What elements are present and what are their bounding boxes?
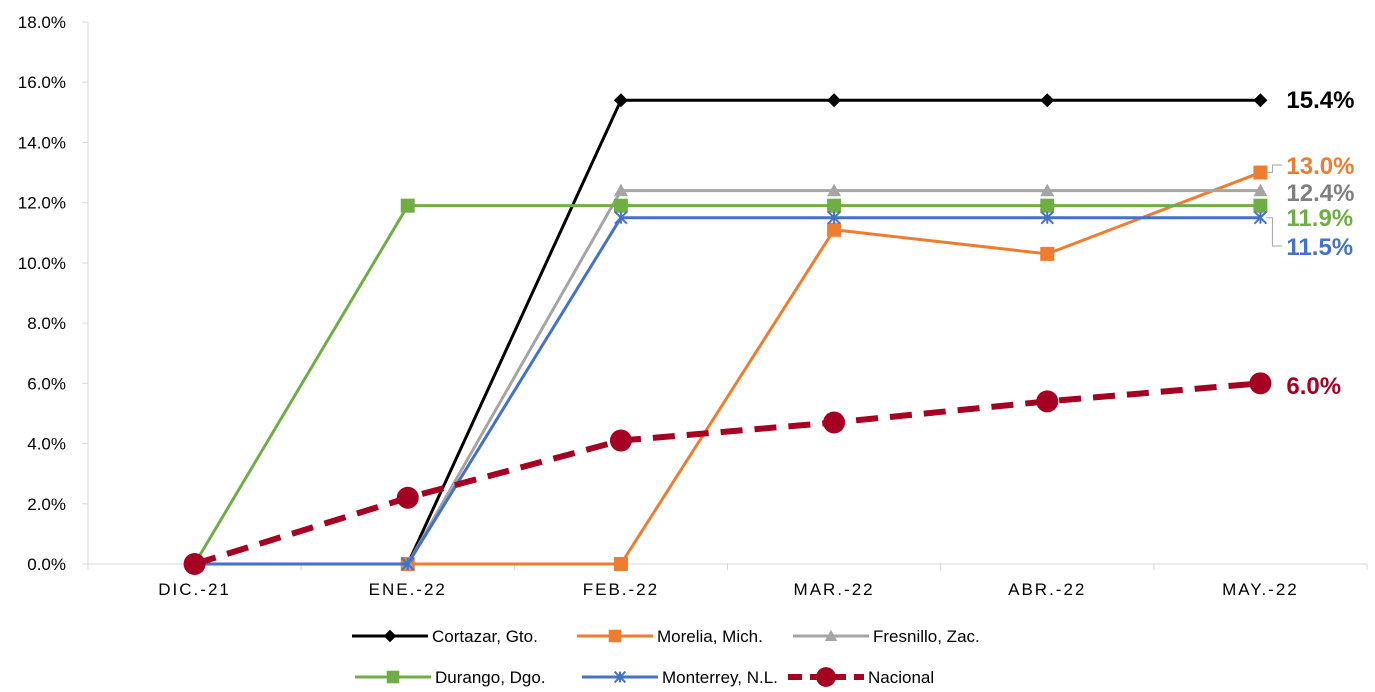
y-tick-label: 0.0% xyxy=(27,555,66,574)
y-tick-label: 6.0% xyxy=(27,374,66,393)
axes: 0.0% 2.0% 4.0% 6.0% 8.0% 10.0% 12.0% 14.0% 16.0%… xyxy=(18,13,1368,599)
legend-item: Fresnillo, Zac. xyxy=(793,627,980,646)
data-point xyxy=(827,183,842,197)
legend-item: Cortazar, Gto. xyxy=(352,627,538,646)
y-tick-label: 8.0% xyxy=(27,314,66,333)
legend-item: Monterrey, N.L. xyxy=(582,668,778,687)
legend-swatch-marker xyxy=(816,667,836,687)
data-point xyxy=(1253,183,1268,197)
end-label: 11.9% xyxy=(1286,205,1353,232)
data-point xyxy=(1253,198,1268,213)
data-point xyxy=(1249,372,1272,395)
y-tick-label: 2.0% xyxy=(27,495,66,514)
series-line xyxy=(193,380,1261,567)
data-point xyxy=(613,93,628,108)
end-label: 12.4% xyxy=(1286,180,1354,207)
y-tick-label: 10.0% xyxy=(18,254,66,273)
data-point xyxy=(1253,211,1268,225)
series-fresnillo-zac xyxy=(400,183,1268,570)
legend-item: Nacional xyxy=(788,667,934,687)
x-tick-label: MAY.-22 xyxy=(1222,580,1299,599)
series-line xyxy=(406,189,1261,565)
data-point xyxy=(1040,198,1055,213)
series-cortazar-gto xyxy=(400,93,1268,571)
y-tick-label: 12.0% xyxy=(18,194,66,213)
end-label: 6.0% xyxy=(1286,373,1341,400)
data-point xyxy=(1036,390,1059,413)
y-tick-label: 18.0% xyxy=(18,13,66,32)
data-point xyxy=(1040,246,1055,261)
legend-swatch-marker xyxy=(386,670,400,684)
legend-label: Nacional xyxy=(868,668,934,687)
end-label: 15.4% xyxy=(1286,87,1354,114)
data-point xyxy=(401,557,415,571)
data-point xyxy=(609,429,632,452)
data-point xyxy=(613,198,628,213)
legend-swatch-marker xyxy=(608,629,622,643)
end-label: 13.0% xyxy=(1286,153,1354,180)
legend-swatch-marker xyxy=(613,670,627,684)
data-point xyxy=(827,211,841,225)
series-line xyxy=(194,216,1261,566)
x-tick-label: DIC.-21 xyxy=(158,580,231,599)
series-durango-dgo xyxy=(187,198,1268,571)
x-tick-label: ENE.-22 xyxy=(369,580,447,599)
data-point xyxy=(827,222,842,237)
data-point xyxy=(1040,183,1055,197)
data-point xyxy=(613,183,628,197)
series-monterrey-n-l xyxy=(187,211,1268,571)
leader-line xyxy=(1266,217,1283,247)
legend-label: Monterrey, N.L. xyxy=(662,668,778,687)
series-line xyxy=(406,98,1261,565)
data-point xyxy=(1253,165,1268,180)
legend-swatch-marker xyxy=(824,629,838,642)
series-nacional xyxy=(183,372,1272,575)
data-point xyxy=(1040,93,1055,108)
data-point xyxy=(613,557,628,571)
y-tick-label: 4.0% xyxy=(27,435,66,454)
end-labels: 15.4% 13.0%12.4%11.9%11.5% 6.0% xyxy=(1266,87,1354,400)
data-point xyxy=(614,211,628,225)
series-layer xyxy=(183,93,1272,575)
data-point xyxy=(1040,211,1054,225)
x-tick-label: ABR.-22 xyxy=(1008,580,1086,599)
x-tick-label: MAR.-22 xyxy=(794,580,875,599)
legend: Cortazar, Gto. Morelia, Mich. Fresnillo, Z… xyxy=(352,627,980,687)
leader-line xyxy=(1266,164,1283,174)
data-point xyxy=(1253,93,1268,108)
data-point xyxy=(400,198,415,213)
y-tick-label: 14.0% xyxy=(18,133,66,152)
data-point xyxy=(396,486,419,509)
x-tick-label: FEB.-22 xyxy=(583,580,659,599)
data-point xyxy=(823,411,846,434)
legend-label: Durango, Dgo. xyxy=(435,668,546,687)
data-point xyxy=(183,553,206,575)
legend-label: Fresnillo, Zac. xyxy=(873,627,980,646)
y-tick-label: 16.0% xyxy=(18,73,66,92)
series-morelia-mich xyxy=(400,165,1268,571)
end-label: 11.5% xyxy=(1286,234,1353,261)
series-line xyxy=(193,204,1261,565)
legend-swatch-marker xyxy=(383,629,397,643)
legend-label: Cortazar, Gto. xyxy=(432,627,538,646)
data-point xyxy=(827,198,842,213)
legend-label: Morelia, Mich. xyxy=(657,627,763,646)
legend-item: Durango, Dgo. xyxy=(355,668,546,687)
legend-item: Morelia, Mich. xyxy=(577,627,763,646)
data-point xyxy=(827,93,842,108)
